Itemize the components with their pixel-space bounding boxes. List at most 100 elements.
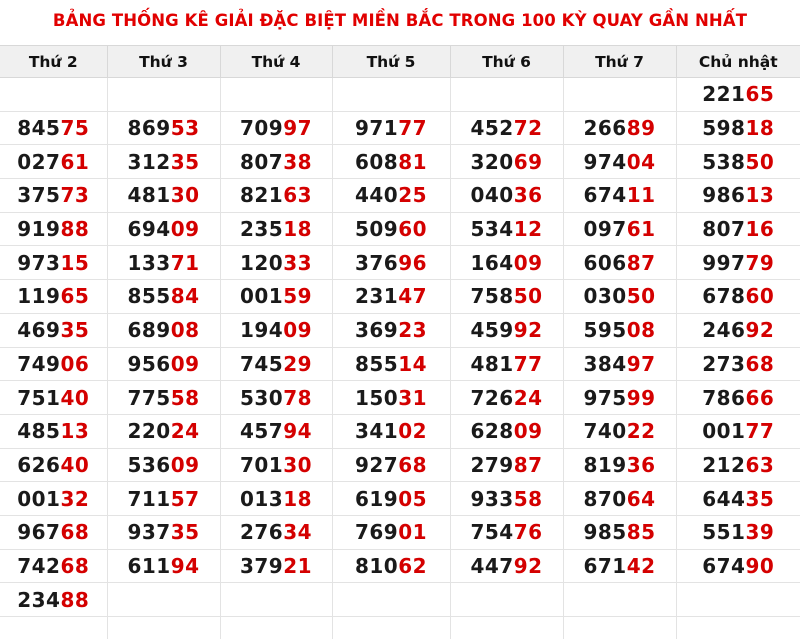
table-row: 22165 <box>0 77 800 112</box>
result-cell: 53078 <box>219 380 333 415</box>
table-row <box>0 616 800 639</box>
result-cell: 22165 <box>675 77 800 112</box>
result-cell: 95609 <box>106 346 221 382</box>
digits-red: 50 <box>626 284 656 309</box>
digits-red: 63 <box>283 183 313 208</box>
result-cell: 78666 <box>675 380 800 415</box>
digits-red: 99 <box>626 385 656 410</box>
result-cell: 04036 <box>449 178 564 213</box>
digits-red: 92 <box>513 553 543 578</box>
result-cell: 91988 <box>0 211 108 247</box>
digits-black: 246 <box>702 318 746 343</box>
digits-black: 212 <box>702 452 746 477</box>
digits-red: 87 <box>626 250 656 275</box>
column-header: Thứ 7 <box>562 45 677 78</box>
empty-cell <box>449 77 564 112</box>
digits-red: 13 <box>60 419 90 444</box>
digits-red: 18 <box>283 217 313 242</box>
result-cell: 82163 <box>219 178 333 213</box>
digits-black: 551 <box>702 520 746 545</box>
empty-cell <box>219 582 333 617</box>
result-cell: 86953 <box>106 110 221 146</box>
empty-cell <box>331 616 451 639</box>
column-header: Thứ 5 <box>331 45 451 78</box>
result-cell: 75140 <box>0 380 108 415</box>
digits-black: 740 <box>583 419 627 444</box>
digits-black: 266 <box>583 116 627 141</box>
result-cell: 23518 <box>219 211 333 247</box>
digits-black: 273 <box>702 351 746 376</box>
digits-red: 50 <box>513 284 543 309</box>
digits-red: 77 <box>398 116 428 141</box>
result-cell: 16409 <box>449 245 564 281</box>
result-cell: 45794 <box>219 413 333 449</box>
result-cell: 23147 <box>331 279 451 314</box>
digits-black: 986 <box>702 183 746 208</box>
digits-red: 60 <box>745 284 775 309</box>
digits-red: 09 <box>513 419 543 444</box>
result-cell: 03050 <box>562 279 677 314</box>
result-cell: 80716 <box>675 211 800 247</box>
digits-black: 013 <box>239 486 284 511</box>
result-cell: 32069 <box>449 144 564 180</box>
result-cell: 99779 <box>675 245 800 281</box>
digits-black: 150 <box>354 385 399 410</box>
digits-black: 606 <box>583 250 627 275</box>
digits-black: 611 <box>127 553 171 578</box>
digits-black: 369 <box>354 318 399 343</box>
digits-black: 810 <box>354 553 399 578</box>
digits-black: 194 <box>239 318 284 343</box>
digits-red: 35 <box>745 486 775 511</box>
digits-red: 58 <box>513 486 543 511</box>
digits-red: 97 <box>626 351 656 376</box>
digits-black: 628 <box>470 419 514 444</box>
result-cell: 70130 <box>219 447 333 483</box>
digits-black: 608 <box>354 149 399 174</box>
result-cell: 85584 <box>106 279 221 314</box>
result-cell: 48513 <box>0 413 108 449</box>
digits-red: 04 <box>626 149 656 174</box>
empty-cell <box>0 616 108 639</box>
result-cell: 72624 <box>449 380 564 415</box>
header-row: Thứ 2 Thứ 3 Thứ 4 Thứ 5 Thứ 6 Thứ 7 Chủ nhật <box>0 45 800 78</box>
digits-black: 220 <box>127 419 171 444</box>
result-cell: 55139 <box>675 514 800 550</box>
digits-black: 758 <box>470 284 514 309</box>
result-cell: 67411 <box>562 178 677 213</box>
digits-red: 64 <box>626 486 656 511</box>
empty-cell <box>675 582 800 617</box>
digits-black: 937 <box>127 520 171 545</box>
digits-red: 96 <box>398 250 428 275</box>
digits-black: 536 <box>127 452 171 477</box>
digits-red: 38 <box>283 149 313 174</box>
digits-red: 24 <box>170 419 200 444</box>
result-cell: 81936 <box>562 447 677 483</box>
digits-black: 742 <box>17 553 61 578</box>
result-cell: 97404 <box>562 144 677 180</box>
column-header: Thứ 2 <box>0 45 108 78</box>
result-cell: 97177 <box>331 110 451 146</box>
digits-red: 68 <box>398 452 428 477</box>
digits-black: 870 <box>583 486 627 511</box>
digits-black: 234 <box>17 587 61 612</box>
digits-red: 23 <box>398 318 428 343</box>
digits-red: 09 <box>283 318 313 343</box>
digits-black: 341 <box>354 419 399 444</box>
digits-red: 68 <box>60 520 90 545</box>
digits-red: 61 <box>60 149 90 174</box>
digits-red: 71 <box>170 250 200 275</box>
digits-red: 36 <box>626 452 656 477</box>
result-cell: 97315 <box>0 245 108 281</box>
digits-red: 15 <box>60 250 90 275</box>
digits-black: 509 <box>354 217 399 242</box>
result-cell: 27987 <box>449 447 564 483</box>
result-cell: 93735 <box>106 514 221 550</box>
digits-black: 040 <box>470 183 514 208</box>
result-cell: 21263 <box>675 447 800 483</box>
empty-cell <box>675 616 800 639</box>
digits-black: 807 <box>702 217 746 242</box>
digits-red: 25 <box>398 183 428 208</box>
result-cell: 59818 <box>675 110 800 146</box>
digits-black: 164 <box>470 250 514 275</box>
